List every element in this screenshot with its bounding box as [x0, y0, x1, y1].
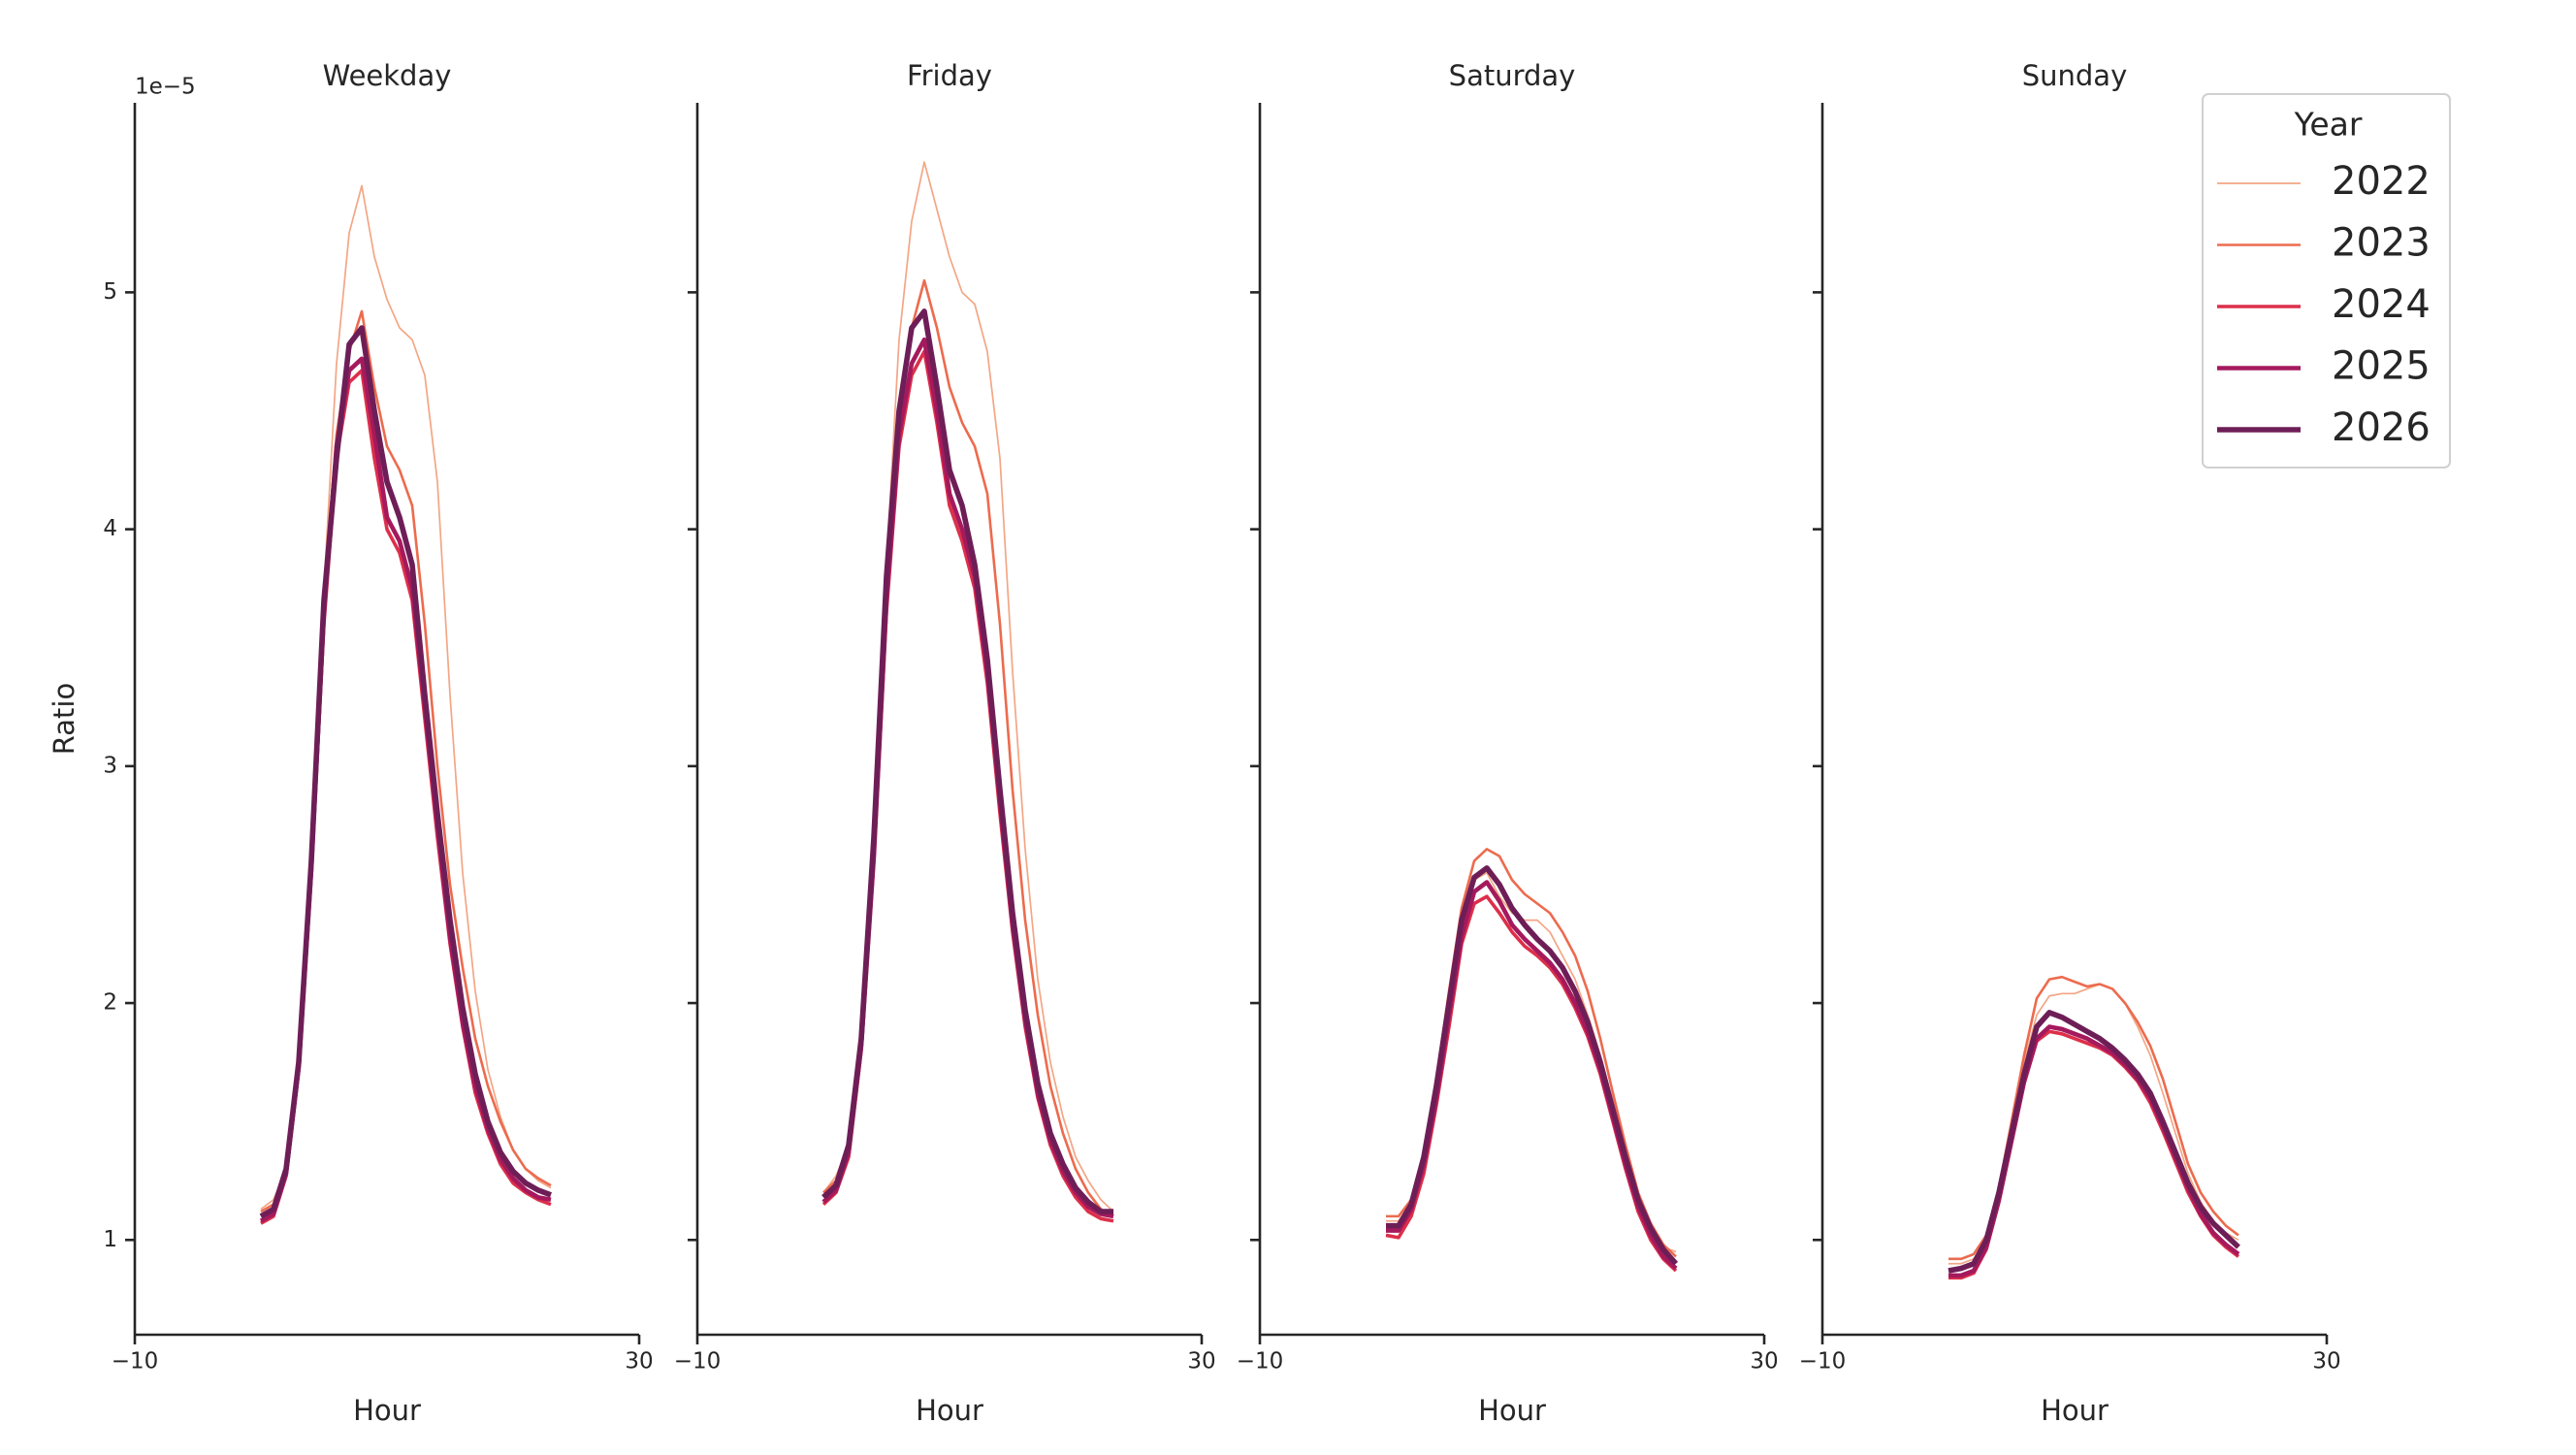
panel-title: Sunday	[2022, 59, 2128, 92]
y-tick-label: 5	[103, 279, 117, 305]
legend-entry: 2023	[2332, 221, 2431, 266]
x-tick-label: −10	[112, 1349, 159, 1374]
y-tick-label: 3	[103, 753, 117, 778]
y-axis-label: Ratio	[48, 683, 80, 755]
x-tick-label: 30	[625, 1349, 653, 1374]
series-line	[1948, 1010, 2240, 1274]
panel-title: Friday	[907, 59, 992, 92]
x-tick-label: −10	[1799, 1349, 1847, 1374]
panel-title: Saturday	[1449, 59, 1576, 92]
x-tick-label: 30	[1750, 1349, 1778, 1374]
series-line	[260, 369, 552, 1225]
series-line	[1385, 894, 1678, 1273]
x-axis-label: Hour	[2041, 1394, 2109, 1427]
x-axis-label: Hour	[353, 1394, 421, 1427]
x-tick-label: 30	[1187, 1349, 1215, 1374]
panel-title: Weekday	[323, 59, 452, 92]
legend-entry: 2026	[2332, 405, 2431, 450]
series-line	[1386, 865, 1679, 1266]
series-line	[1948, 1024, 2240, 1278]
legend-box	[2202, 93, 2451, 469]
legend: Year 2022 2023 2024 2025 2026	[2202, 93, 2451, 469]
series-line	[822, 278, 1114, 1218]
y-tick-label: 4	[103, 516, 117, 541]
x-tick-label: 30	[2312, 1349, 2340, 1374]
y-tick-label: 1	[103, 1227, 117, 1252]
legend-entry: 2024	[2332, 282, 2431, 327]
x-axis-label: Hour	[1478, 1394, 1546, 1427]
legend-entry: 2025	[2332, 344, 2431, 389]
y-tick-label: 2	[103, 990, 117, 1016]
series-line	[821, 349, 1114, 1223]
x-axis-label: Hour	[916, 1394, 983, 1427]
legend-entry: 2022	[2332, 159, 2431, 204]
y-offset-label: 1e−5	[135, 75, 196, 100]
x-tick-label: −10	[674, 1349, 722, 1374]
series-line	[260, 184, 552, 1211]
series-line	[259, 325, 552, 1219]
series-line	[260, 309, 552, 1213]
series-line	[822, 161, 1114, 1212]
series-line	[821, 337, 1114, 1219]
series-line	[821, 308, 1113, 1214]
x-tick-label: −10	[1237, 1349, 1284, 1374]
series-line	[1386, 880, 1678, 1271]
series-line	[1948, 1029, 2240, 1280]
legend-title: Year	[2294, 106, 2363, 144]
